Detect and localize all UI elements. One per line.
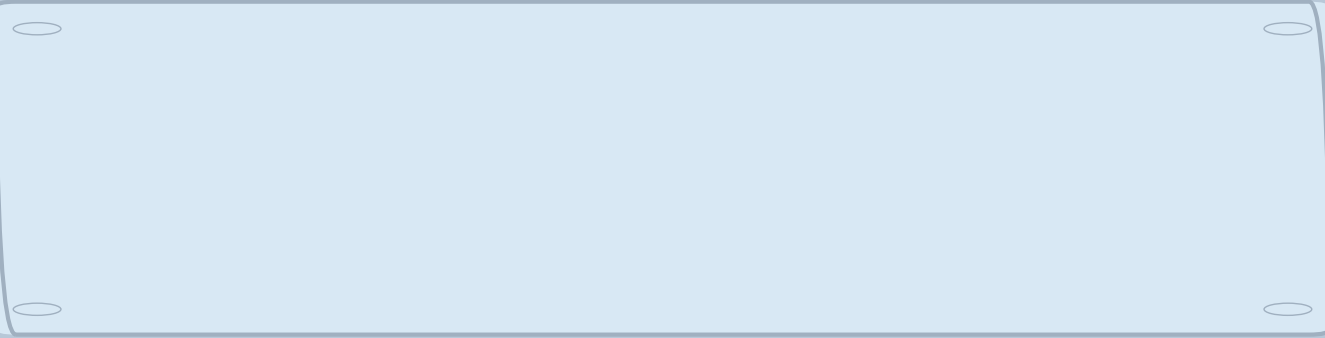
Text: 0: 0	[1006, 247, 1014, 257]
Point	[523, 210, 545, 216]
Point	[629, 261, 651, 266]
Text: 1: 1	[742, 234, 749, 244]
Text: 1: 1	[1165, 234, 1173, 244]
Point	[1158, 248, 1179, 254]
Text: 2: 2	[265, 221, 273, 231]
Text: 1: 1	[847, 234, 855, 244]
Point	[152, 210, 174, 216]
Point	[893, 197, 914, 203]
Point	[576, 261, 598, 266]
Point	[205, 261, 227, 266]
Text: 0: 0	[371, 247, 379, 257]
Text: 0: 0	[1218, 247, 1226, 257]
Text: 0: 0	[795, 247, 802, 257]
Title: Electronic Health Record Pathway: Number Of Degrees Awarded: Electronic Health Record Pathway: Number…	[425, 10, 959, 25]
Text: 5: 5	[900, 183, 908, 193]
Text: 14: 14	[473, 69, 489, 79]
Text: 9: 9	[689, 132, 696, 143]
Text: 14: 14	[314, 69, 330, 79]
Text: 4: 4	[159, 196, 167, 206]
Text: 0: 0	[1271, 247, 1279, 257]
Point	[946, 236, 967, 241]
Point	[258, 236, 280, 241]
Point	[1052, 261, 1073, 266]
Point	[1211, 261, 1232, 266]
Text: 0: 0	[212, 247, 220, 257]
Text: 0: 0	[583, 247, 590, 257]
Text: 0: 0	[636, 247, 643, 257]
Point	[99, 223, 121, 228]
Text: 1: 1	[1112, 234, 1120, 244]
Text: 4: 4	[530, 196, 538, 206]
Text: 2: 2	[953, 221, 961, 231]
Text: 3: 3	[106, 209, 114, 219]
Point	[787, 261, 808, 266]
Point	[734, 248, 755, 254]
Point	[311, 83, 333, 89]
Point	[417, 248, 439, 254]
Text: 0: 0	[1059, 247, 1067, 257]
Point	[364, 261, 386, 266]
Point	[682, 147, 704, 152]
Point	[470, 83, 492, 89]
Point	[1264, 261, 1285, 266]
Point	[840, 248, 861, 254]
Point	[999, 261, 1020, 266]
Text: 1: 1	[424, 234, 432, 244]
Point	[1105, 248, 1126, 254]
